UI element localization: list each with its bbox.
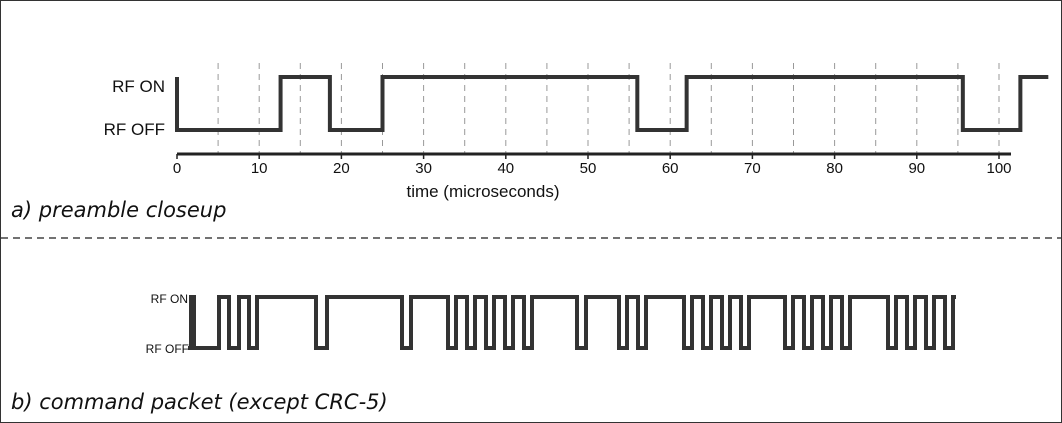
panel-a-waveform bbox=[175, 75, 1049, 132]
panel-a-tick-label: 60 bbox=[662, 160, 679, 177]
panel-b-waveform bbox=[188, 295, 956, 350]
panel-a-tick-label: 10 bbox=[251, 160, 268, 177]
panel-a-tick-label: 80 bbox=[826, 160, 843, 177]
panel-a-x-axis-label: time (microseconds) bbox=[406, 182, 559, 201]
panel-a-caption: a) preamble closeup bbox=[11, 198, 227, 222]
panel-a-tick-label: 40 bbox=[497, 160, 514, 177]
panel-a-rf-on-label: RF ON bbox=[112, 77, 165, 96]
panel-a-tick-label: 100 bbox=[986, 160, 1011, 177]
panel-b-command-packet: RF ON RF OFF bbox=[146, 292, 956, 356]
panel-a-tick-label: 0 bbox=[173, 160, 181, 177]
panel-a-tick-label: 90 bbox=[908, 160, 925, 177]
panel-a-tick-label: 30 bbox=[415, 160, 432, 177]
panel-a-tick-label: 20 bbox=[333, 160, 350, 177]
panel-a-tick-label: 70 bbox=[744, 160, 761, 177]
panel-b-rf-on-label: RF ON bbox=[151, 292, 188, 306]
panel-a-tick-labels: 0 10 20 30 40 50 60 70 80 90 100 bbox=[173, 160, 1012, 177]
panel-a-preamble: 0 10 20 30 40 50 60 70 80 90 100 RF ON RF OFF time… bbox=[104, 63, 1049, 201]
panel-a-tick-marks bbox=[176, 154, 1000, 159]
panel-b-caption: b) command packet (except CRC-5) bbox=[11, 390, 388, 414]
panel-a-tick-label: 50 bbox=[580, 160, 597, 177]
panel-b-rf-off-label: RF OFF bbox=[146, 342, 189, 356]
panel-a-rf-off-label: RF OFF bbox=[104, 120, 165, 139]
